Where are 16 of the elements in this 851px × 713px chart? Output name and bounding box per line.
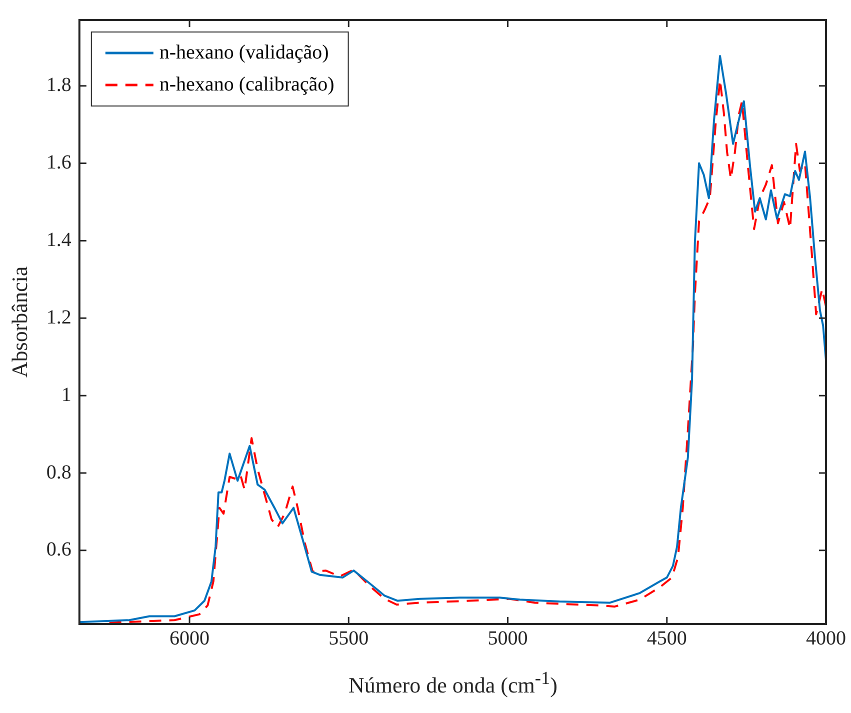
x-tick-label: 5500 [328, 627, 369, 650]
y-tick-label: 0.8 [46, 461, 72, 484]
x-tick-label: 5000 [488, 627, 528, 650]
y-tick-label: 1 [61, 384, 72, 406]
y-tick-label: 1.8 [46, 74, 72, 96]
x-tick-label: 4500 [646, 627, 687, 650]
legend-label: n-hexano (calibração) [159, 73, 334, 96]
y-axis-title: Absorbância [6, 266, 32, 378]
x-tick-label: 6000 [170, 627, 210, 650]
y-tick-label: 1.6 [46, 152, 72, 174]
y-tick-label: 1.4 [46, 228, 72, 251]
x-axis-title: Número de onda (cm$^{-1}$) [348, 668, 558, 698]
y-tick-label: 0.6 [46, 538, 72, 561]
legend-label: n-hexano (validação) [159, 41, 329, 64]
y-tick-label: 1.2 [46, 306, 72, 328]
x-tick-label: 4000 [806, 627, 846, 650]
